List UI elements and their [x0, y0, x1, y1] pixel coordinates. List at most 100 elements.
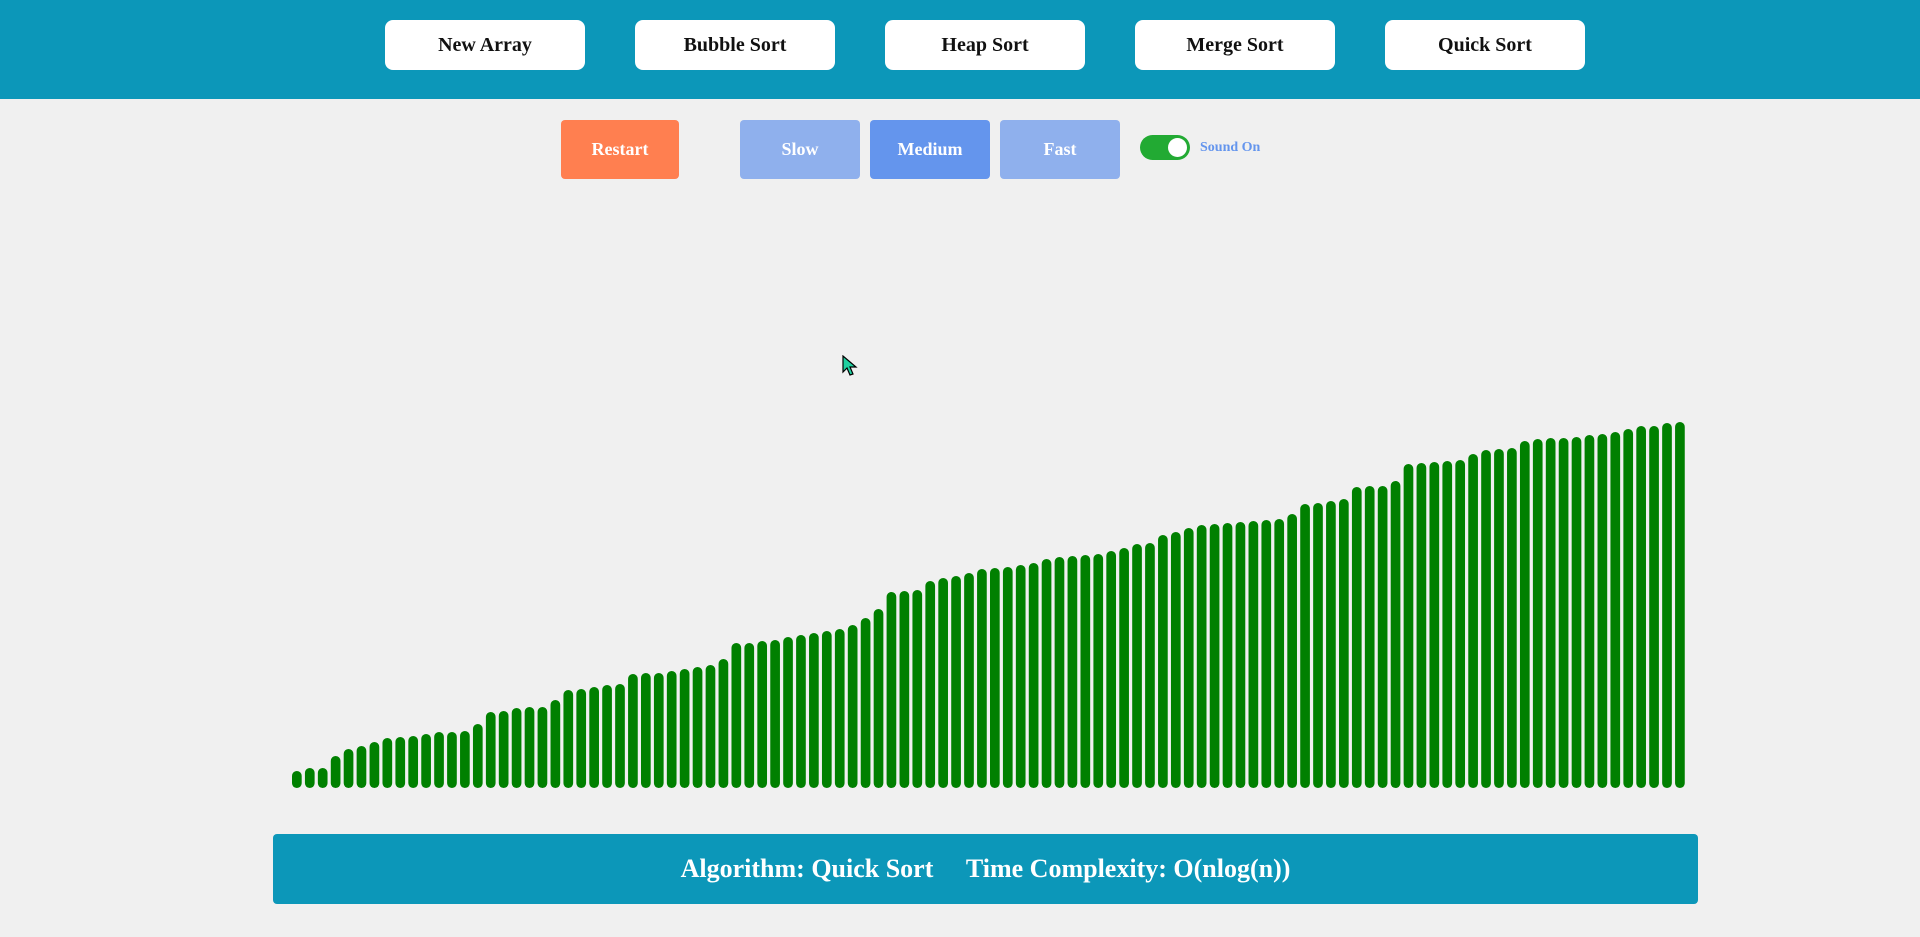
array-bar	[1532, 439, 1543, 788]
restart-button[interactable]: Restart	[561, 120, 679, 179]
array-bar	[602, 685, 612, 788]
array-bar	[1519, 441, 1530, 788]
mouse-cursor-icon	[842, 355, 858, 376]
array-bar	[1571, 437, 1582, 788]
array-bar	[1364, 486, 1375, 788]
array-bar	[912, 590, 923, 788]
array-bar	[925, 581, 936, 788]
array-bar	[821, 631, 832, 788]
array-bar	[304, 768, 315, 788]
array-bar	[666, 671, 677, 788]
array-bar	[1494, 449, 1504, 788]
array-bar	[705, 665, 716, 788]
array-bar	[757, 641, 768, 788]
array-bar	[1390, 481, 1401, 788]
array-bar	[653, 673, 664, 788]
speed-fast-button[interactable]: Fast	[1000, 120, 1120, 179]
array-bar	[951, 576, 961, 788]
array-bar	[1041, 559, 1052, 788]
array-bar	[1106, 551, 1117, 788]
array-bar	[434, 732, 444, 788]
array-bar	[938, 578, 948, 788]
bubble-sort-button[interactable]: Bubble Sort	[635, 20, 835, 70]
quick-sort-button[interactable]: Quick Sort	[1385, 20, 1585, 70]
complexity-label: Time Complexity:	[965, 854, 1174, 883]
array-bar	[886, 592, 897, 788]
array-bar	[563, 690, 574, 788]
algorithm-info-bar: Algorithm: Quick Sort Time Complexity: O…	[273, 834, 1698, 904]
array-bar	[1455, 460, 1466, 788]
array-bar	[860, 618, 871, 788]
array-bar	[421, 734, 431, 788]
array-bar	[382, 738, 393, 788]
array-bar	[615, 684, 625, 788]
array-bar	[524, 707, 535, 788]
array-bar	[1067, 556, 1078, 788]
heap-sort-button[interactable]: Heap Sort	[885, 20, 1085, 70]
array-bar	[1584, 435, 1595, 788]
array-bar	[1158, 535, 1168, 788]
array-bar	[1300, 504, 1310, 788]
array-bar	[317, 768, 328, 788]
array-bar	[964, 573, 974, 788]
array-bar	[679, 669, 690, 788]
array-bar	[718, 659, 729, 788]
array-bar	[1274, 519, 1285, 788]
array-bar	[692, 667, 703, 788]
array-bar	[873, 609, 884, 788]
array-bar	[1002, 567, 1013, 788]
array-bar	[1416, 463, 1427, 788]
array-bar	[1662, 423, 1672, 788]
array-bar	[1403, 464, 1414, 788]
array-bar	[343, 749, 354, 788]
merge-sort-button[interactable]: Merge Sort	[1135, 20, 1335, 70]
array-bar	[1610, 432, 1621, 788]
algorithm-label: Algorithm:	[680, 854, 812, 883]
top-nav-bar: New Array Bubble Sort Heap Sort Merge So…	[0, 0, 1920, 99]
info-spacer	[933, 854, 966, 884]
array-bar	[485, 712, 496, 788]
array-bar	[1261, 520, 1272, 788]
array-bar	[1675, 422, 1685, 788]
array-bar	[1649, 426, 1659, 788]
array-bar	[1015, 565, 1026, 788]
speed-slow-button[interactable]: Slow	[740, 120, 860, 179]
sound-label: Sound On	[1200, 140, 1261, 155]
array-bar	[847, 625, 858, 788]
speed-medium-button[interactable]: Medium	[870, 120, 990, 179]
array-bar	[1119, 548, 1129, 788]
array-bar	[1183, 528, 1194, 788]
array-bar	[472, 724, 483, 788]
array-bar	[589, 687, 599, 788]
array-bar	[330, 756, 341, 788]
array-bar	[834, 629, 845, 788]
sound-toggle[interactable]	[1140, 135, 1190, 160]
array-bar	[1028, 563, 1039, 788]
array-bar	[796, 635, 806, 788]
array-bar	[1196, 525, 1207, 788]
array-bar	[1080, 555, 1091, 788]
array-bar	[1326, 501, 1336, 788]
array-bar	[1558, 438, 1569, 788]
array-bar	[899, 591, 910, 788]
array-bar	[1054, 557, 1065, 788]
array-bar	[1468, 454, 1478, 788]
array-bar	[1170, 532, 1181, 788]
array-bar	[369, 742, 380, 788]
array-bar	[537, 707, 548, 788]
array-bar	[731, 643, 742, 788]
array-bar	[770, 640, 780, 788]
array-bar	[576, 689, 587, 788]
array-bar	[1507, 448, 1517, 788]
array-bar	[1636, 426, 1646, 788]
array-bar	[395, 737, 406, 788]
array-bar	[1339, 499, 1349, 788]
array-bar	[1145, 543, 1155, 788]
array-bar	[1209, 524, 1220, 788]
toggle-knob	[1168, 138, 1187, 157]
new-array-button[interactable]: New Array	[385, 20, 585, 70]
array-bar	[1623, 429, 1634, 788]
array-bar	[809, 633, 819, 788]
array-bar	[1093, 554, 1104, 788]
array-bar	[990, 568, 1000, 788]
